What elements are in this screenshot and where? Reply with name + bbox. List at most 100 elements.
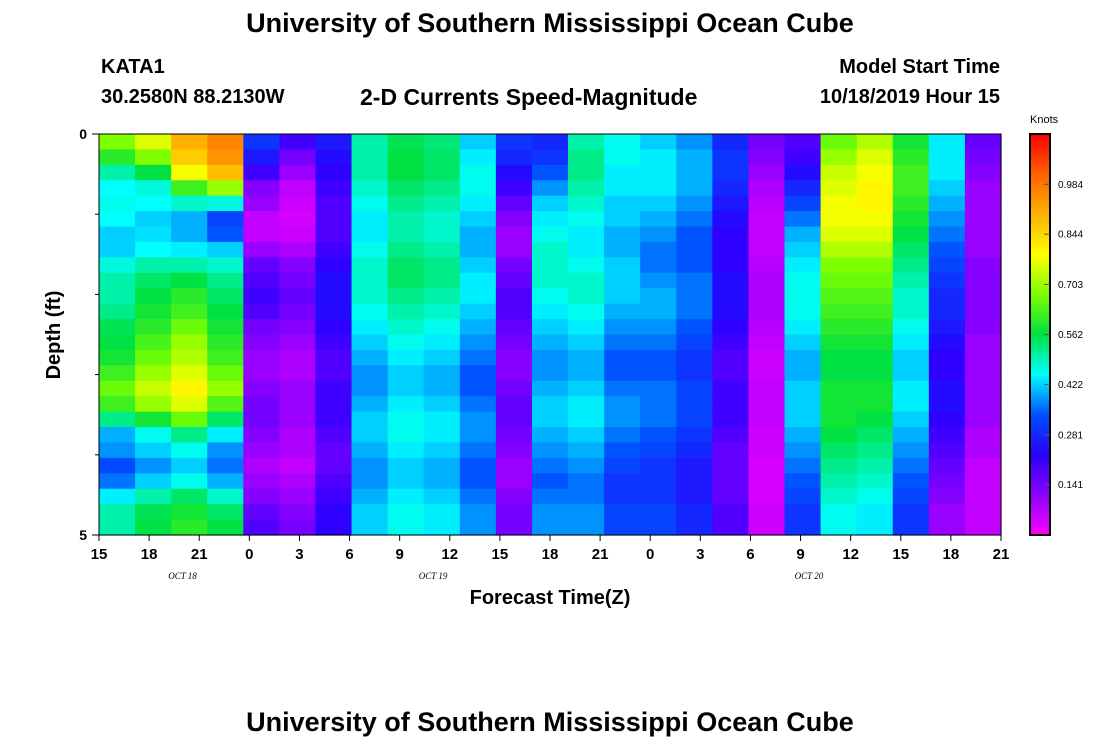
heatmap-cell (243, 180, 280, 197)
heatmap-cell (315, 226, 353, 243)
heatmap-cell (171, 396, 208, 413)
x-tick-label: 15 (492, 546, 509, 563)
heatmap-cell (892, 442, 930, 459)
heatmap-cell (712, 272, 750, 289)
x-tick-label: 6 (345, 546, 353, 563)
heatmap-cell (387, 134, 425, 151)
heatmap-cell (928, 427, 966, 444)
heatmap-cell (423, 519, 461, 536)
heatmap-cell (423, 257, 461, 274)
heatmap-cell (820, 272, 858, 289)
heatmap-cell (315, 427, 353, 444)
heatmap-cell (495, 164, 533, 181)
heatmap-cell (315, 134, 353, 151)
heatmap-cell (568, 303, 605, 320)
heatmap-cell (531, 164, 569, 181)
heatmap-cell (820, 211, 858, 228)
heatmap-cell (495, 396, 533, 413)
heatmap-cell (820, 519, 858, 536)
heatmap-cell (604, 473, 641, 490)
heatmap-cell (784, 334, 822, 351)
heatmap-cell (820, 427, 858, 444)
heatmap-cell (135, 226, 172, 243)
heatmap-cell (423, 488, 461, 505)
heatmap-cell (748, 319, 786, 336)
heatmap-cell (279, 396, 317, 413)
heatmap-cell (748, 519, 786, 536)
heatmap-cell (712, 380, 750, 397)
heatmap-cell (856, 211, 894, 228)
heatmap-cell (568, 488, 605, 505)
y-axis-label: Depth (ft) (43, 291, 65, 380)
heatmap-cell (243, 349, 280, 366)
heatmap-cell (568, 288, 605, 305)
heatmap-cell (243, 365, 280, 382)
heatmap-cell (568, 396, 605, 413)
heatmap-cell (351, 257, 389, 274)
heatmap-cell (604, 164, 641, 181)
heatmap-cell (315, 519, 353, 536)
heatmap-cell (568, 149, 605, 166)
model-start-label: Model Start Time (839, 56, 1000, 78)
heatmap-cell (568, 195, 605, 212)
heatmap-cell (243, 488, 280, 505)
heatmap-cell (531, 457, 569, 474)
heatmap-cell (568, 272, 605, 289)
heatmap-cell (315, 504, 353, 521)
heatmap-cell (171, 303, 208, 320)
heatmap-cell (459, 504, 497, 521)
heatmap-cell (207, 473, 244, 490)
date-label: OCT 20 (795, 571, 824, 581)
heatmap-cell (676, 226, 713, 243)
heatmap-cell (351, 504, 389, 521)
heatmap-cell (495, 457, 533, 474)
heatmap-cell (171, 319, 208, 336)
heatmap-cell (748, 442, 786, 459)
heatmap-cell (676, 164, 713, 181)
heatmap-cell (243, 334, 280, 351)
heatmap-cell (676, 303, 713, 320)
heatmap-cell (856, 519, 894, 536)
heatmap-cell (423, 211, 461, 228)
heatmap-cell (856, 442, 894, 459)
heatmap-cell (640, 504, 677, 521)
heatmap-cell (892, 195, 930, 212)
heatmap-cell (207, 272, 244, 289)
heatmap-cell (784, 288, 822, 305)
heatmap-cell (748, 272, 786, 289)
heatmap-cell (712, 442, 750, 459)
heatmap-cell (892, 226, 930, 243)
heatmap-cell (712, 488, 750, 505)
heatmap-cell (676, 380, 713, 397)
heatmap-cell (495, 303, 533, 320)
heatmap-cell (279, 442, 317, 459)
heatmap-cell (784, 380, 822, 397)
heatmap-cell (928, 180, 966, 197)
heatmap-cell (928, 272, 966, 289)
heatmap-cell (279, 365, 317, 382)
heatmap-cell (964, 396, 1002, 413)
heatmap-cell (892, 288, 930, 305)
x-tick-label: 0 (646, 546, 654, 563)
heatmap-cell (135, 149, 172, 166)
heatmap-cell (387, 411, 425, 428)
heatmap-cell (892, 365, 930, 382)
heatmap-cell (964, 180, 1002, 197)
heatmap-cell (640, 195, 677, 212)
heatmap-cell (820, 288, 858, 305)
heatmap-cell (712, 288, 750, 305)
heatmap-cell (423, 272, 461, 289)
heatmap-cell (207, 257, 244, 274)
heatmap-cell (640, 257, 677, 274)
heatmap-cell (423, 319, 461, 336)
heatmap-cell (531, 504, 569, 521)
colorbar-label: 0.984 (1058, 180, 1083, 191)
heatmap-cell (964, 303, 1002, 320)
heatmap-cell (171, 195, 208, 212)
heatmap-cell (676, 257, 713, 274)
heatmap-cell (640, 303, 677, 320)
heatmap-cell (676, 195, 713, 212)
heatmap-cell (748, 303, 786, 320)
heatmap-cell (351, 519, 389, 536)
heatmap-cell (748, 211, 786, 228)
